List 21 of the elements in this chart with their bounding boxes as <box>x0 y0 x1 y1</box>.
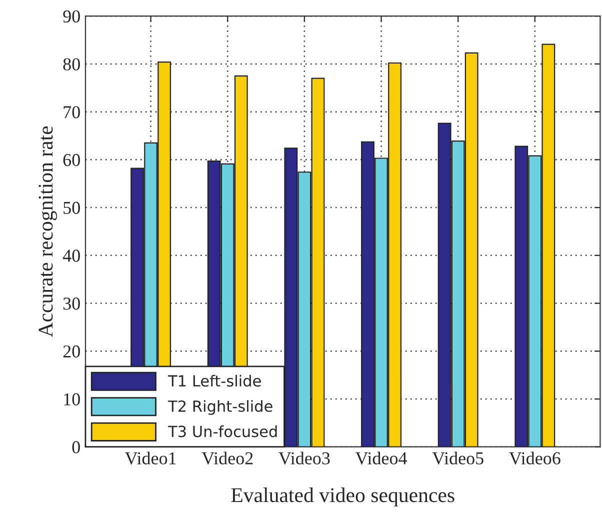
y-tick-label: 80 <box>63 58 80 70</box>
x-axis-title: Evaluated video sequences <box>231 488 454 506</box>
x-tick-label: Video1 <box>124 452 176 465</box>
y-tick-label: 60 <box>63 154 80 166</box>
y-axis-title: Accurate recognition rate <box>38 126 58 338</box>
y-tick-label: 0 <box>72 441 80 454</box>
legend-label: T1 Left-slide <box>168 374 261 387</box>
y-tick-label: 90 <box>63 10 80 23</box>
x-tick-label: Video6 <box>509 452 560 465</box>
x-tick-label: Video5 <box>432 452 484 465</box>
y-tick-label: 50 <box>64 202 80 214</box>
legend-label: T2 Right-slide <box>168 400 272 415</box>
x-tick-label: Video4 <box>355 452 407 465</box>
y-tick-label: 30 <box>63 298 80 310</box>
y-tick-label: 70 <box>64 106 80 118</box>
x-tick-label: Video3 <box>278 452 330 465</box>
y-tick-label: 20 <box>63 345 80 358</box>
y-tick-label: 40 <box>62 250 80 262</box>
legend-label: T3 Un-focused <box>168 425 277 438</box>
x-tick-label: Video2 <box>202 452 253 465</box>
y-tick-label: 10 <box>64 393 80 406</box>
